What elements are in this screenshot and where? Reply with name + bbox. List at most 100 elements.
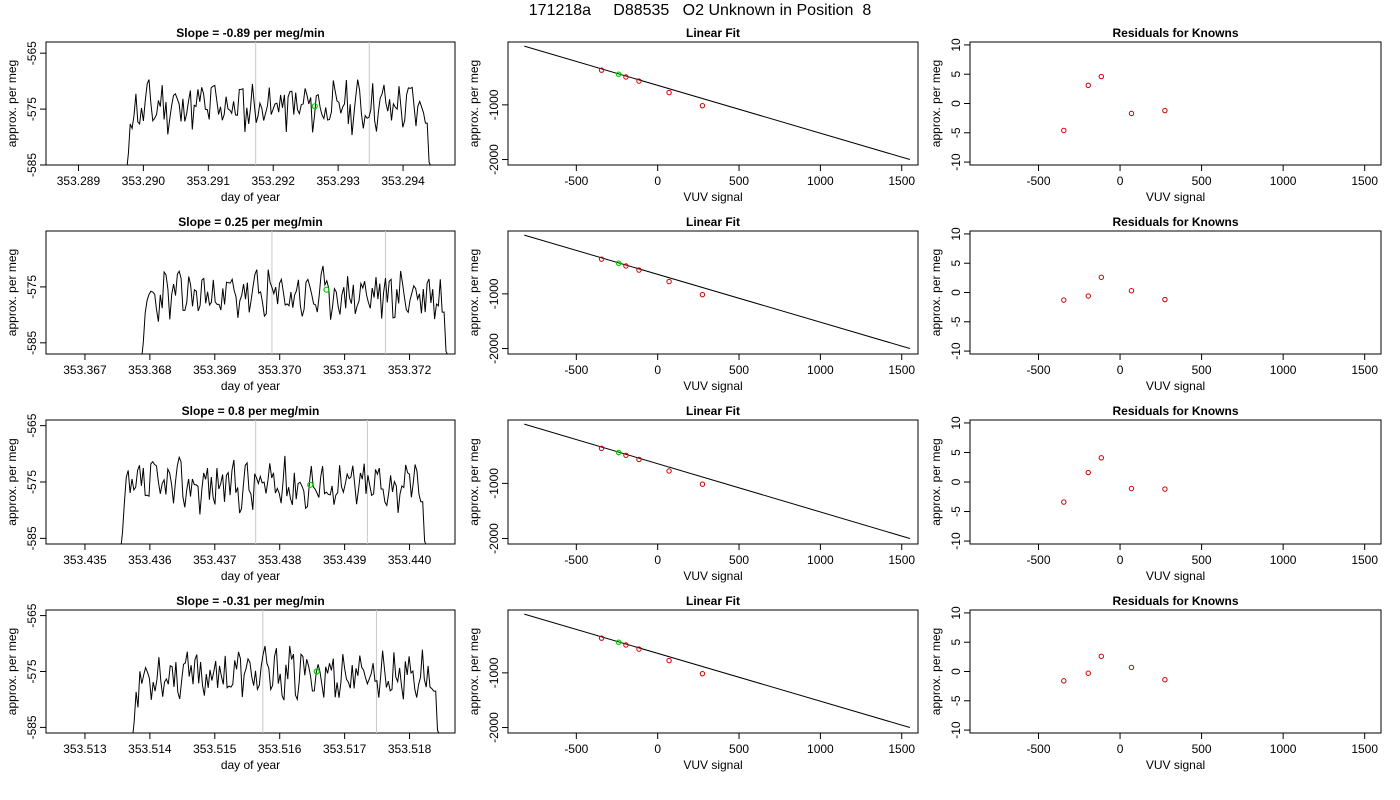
chart-panel-3-3: Residuals for Knowns VUV signal approx. pe… xyxy=(929,404,1382,583)
x-axis-label: day of year xyxy=(221,379,280,393)
x-tick-label: -500 xyxy=(1026,553,1050,567)
y-tick-label: -1000 xyxy=(487,657,501,688)
x-tick-label: 0 xyxy=(1117,742,1124,756)
x-tick-label: 353.367 xyxy=(63,363,107,377)
plot-frame xyxy=(969,609,1382,734)
x-tick-label: 353.514 xyxy=(128,742,172,756)
y-tick-label: -575 xyxy=(25,470,39,494)
x-tick-label: 1500 xyxy=(1351,742,1378,756)
x-axis-label: VUV signal xyxy=(1146,379,1205,393)
unknown-marker xyxy=(313,668,320,675)
fit-line xyxy=(524,234,911,350)
y-axis-label: approx. per meg xyxy=(5,249,19,336)
x-tick-label: 500 xyxy=(729,363,749,377)
x-tick-label: 1000 xyxy=(1270,174,1297,188)
x-axis-label: VUV signal xyxy=(1146,190,1205,204)
x-tick-label: 353.515 xyxy=(193,742,237,756)
panel-title: Linear Fit xyxy=(686,215,740,229)
chart-panel-1-1: Slope = -0.89 per meg/min day of year appr… xyxy=(5,26,456,204)
known-point xyxy=(1085,82,1091,89)
plot-frame xyxy=(969,419,1382,545)
known-point xyxy=(1098,274,1104,280)
x-tick-label: -500 xyxy=(1026,174,1050,188)
known-point xyxy=(623,263,629,269)
y-tick-label: -575 xyxy=(25,97,39,121)
known-point xyxy=(623,642,629,648)
known-point xyxy=(666,89,672,96)
y-tick-label: -10 xyxy=(949,342,963,360)
x-tick-label: 353.437 xyxy=(193,553,237,567)
x-tick-label: 0 xyxy=(654,553,661,567)
x-tick-label: 353.292 xyxy=(252,174,296,188)
plot-frame xyxy=(507,41,919,166)
x-tick-label: 500 xyxy=(729,742,749,756)
x-axis-label: VUV signal xyxy=(683,379,742,393)
x-tick-label: 500 xyxy=(1192,174,1212,188)
plot-frame xyxy=(45,419,456,545)
known-point xyxy=(598,256,605,262)
known-point xyxy=(699,102,706,109)
x-axis-label: VUV signal xyxy=(1146,758,1205,772)
x-tick-label: 353.369 xyxy=(193,363,237,377)
x-tick-label: 1500 xyxy=(888,174,915,188)
y-axis-label: approx. per meg xyxy=(929,628,943,715)
chart-panel-3-1: Slope = 0.8 per meg/min day of year approx… xyxy=(5,404,456,583)
y-tick-label: 0 xyxy=(949,668,963,675)
x-tick-label: 1000 xyxy=(1270,553,1297,567)
x-tick-label: 353.517 xyxy=(323,742,367,756)
x-tick-label: 353.371 xyxy=(323,363,367,377)
x-tick-label: -500 xyxy=(564,553,588,567)
x-tick-label: 0 xyxy=(1117,553,1124,567)
x-tick-label: 500 xyxy=(1192,742,1212,756)
plot-frame xyxy=(45,41,456,166)
y-tick-label: -565 xyxy=(25,41,39,65)
y-tick-label: 10 xyxy=(949,227,963,241)
x-tick-label: 0 xyxy=(654,363,661,377)
known-point xyxy=(1128,664,1135,671)
known-point xyxy=(598,67,605,73)
known-point xyxy=(699,481,706,487)
chart-panel-2-3: Residuals for Knowns VUV signal approx. pe… xyxy=(929,215,1382,393)
chart-panel-2-2: Linear Fit VUV signal approx. per meg -500 0… xyxy=(467,215,919,393)
y-tick-label: -2000 xyxy=(487,712,501,743)
y-tick-label: 0 xyxy=(949,478,963,485)
y-tick-label: -575 xyxy=(25,275,39,299)
y-tick-label: -565 xyxy=(25,413,39,437)
panel-title: Slope = -0.31 per meg/min xyxy=(176,594,324,608)
panel-title: Residuals for Knowns xyxy=(1112,404,1238,418)
known-point xyxy=(1061,297,1067,303)
y-tick-label: -1000 xyxy=(487,468,501,499)
known-point xyxy=(1085,670,1091,676)
x-axis-label: VUV signal xyxy=(683,758,742,772)
chart-panel-4-2: Linear Fit VUV signal approx. per meg -500 0… xyxy=(467,594,919,772)
chart-panel-3-2: Linear Fit VUV signal approx. per meg -500 0… xyxy=(467,404,919,583)
x-tick-label: 353.440 xyxy=(388,553,432,567)
plot-frame xyxy=(507,230,919,355)
figure-title: 171218a D88535 O2 Unknown in Position 8 xyxy=(528,2,872,19)
x-tick-label: 353.289 xyxy=(57,174,101,188)
y-tick-label: -565 xyxy=(25,603,39,627)
panel-title: Slope = -0.89 per meg/min xyxy=(176,26,324,40)
x-tick-label: 1000 xyxy=(807,553,834,567)
known-point xyxy=(1162,677,1168,683)
y-axis-label: approx. per meg xyxy=(5,60,19,147)
plot-frame xyxy=(45,609,456,734)
known-point xyxy=(1162,107,1168,114)
known-point xyxy=(1162,486,1168,492)
x-tick-label: -500 xyxy=(564,174,588,188)
signal-trace xyxy=(126,79,431,166)
y-axis-label: approx. per meg xyxy=(929,438,943,525)
x-tick-label: 353.368 xyxy=(128,363,172,377)
unknown-marker xyxy=(307,481,314,488)
y-axis-label: approx. per meg xyxy=(929,249,943,336)
x-tick-label: -500 xyxy=(1026,742,1050,756)
plot-frame xyxy=(507,609,919,734)
panel-title: Linear Fit xyxy=(686,404,740,418)
plot-frame xyxy=(507,419,919,545)
x-tick-label: 353.438 xyxy=(258,553,302,567)
panel-title: Slope = 0.25 per meg/min xyxy=(178,215,322,229)
x-axis-label: VUV signal xyxy=(1146,569,1205,583)
known-point xyxy=(1128,288,1135,294)
chart-panel-4-3: Residuals for Knowns VUV signal approx. pe… xyxy=(929,594,1382,772)
x-tick-label: 353.372 xyxy=(388,363,432,377)
